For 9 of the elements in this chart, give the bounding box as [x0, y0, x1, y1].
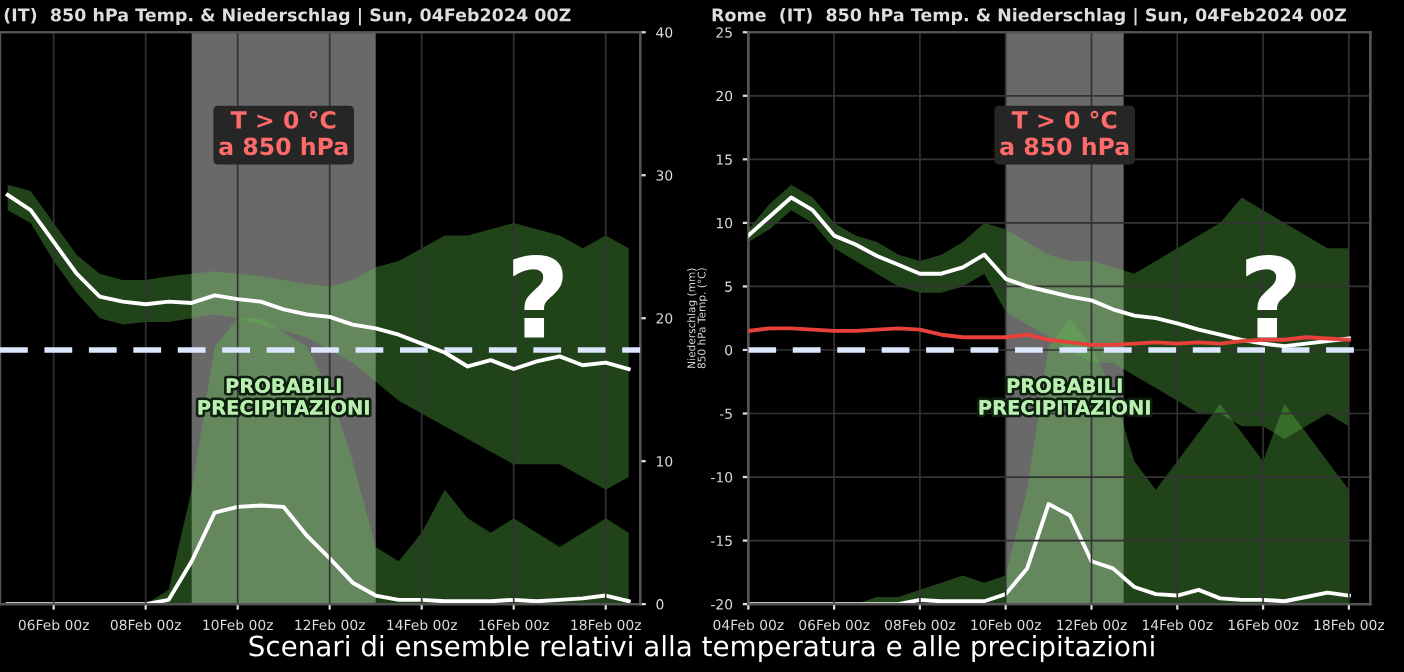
text: Scenari di ensemble relativi alla temperatura e alle precipitazioni [249, 635, 1154, 662]
annotation: ? [1246, 254, 1296, 338]
band-label: T > 0 °C a 850 hPa [219, 110, 348, 156]
chart-title: Rome (IT) 850 hPa Temp. & Niederschlag | Sun, 04Feb2024 00Z [712, 7, 1347, 26]
annotation: ? [513, 254, 563, 338]
band-label: T > 0 °C a 850 hPa [1000, 110, 1129, 156]
chart-title: (IT) 850 hPa Temp. & Niederschlag | Sun, 04Feb2024 00Z [4, 7, 571, 26]
line-series [748, 195, 1351, 349]
line-series [5, 503, 631, 605]
